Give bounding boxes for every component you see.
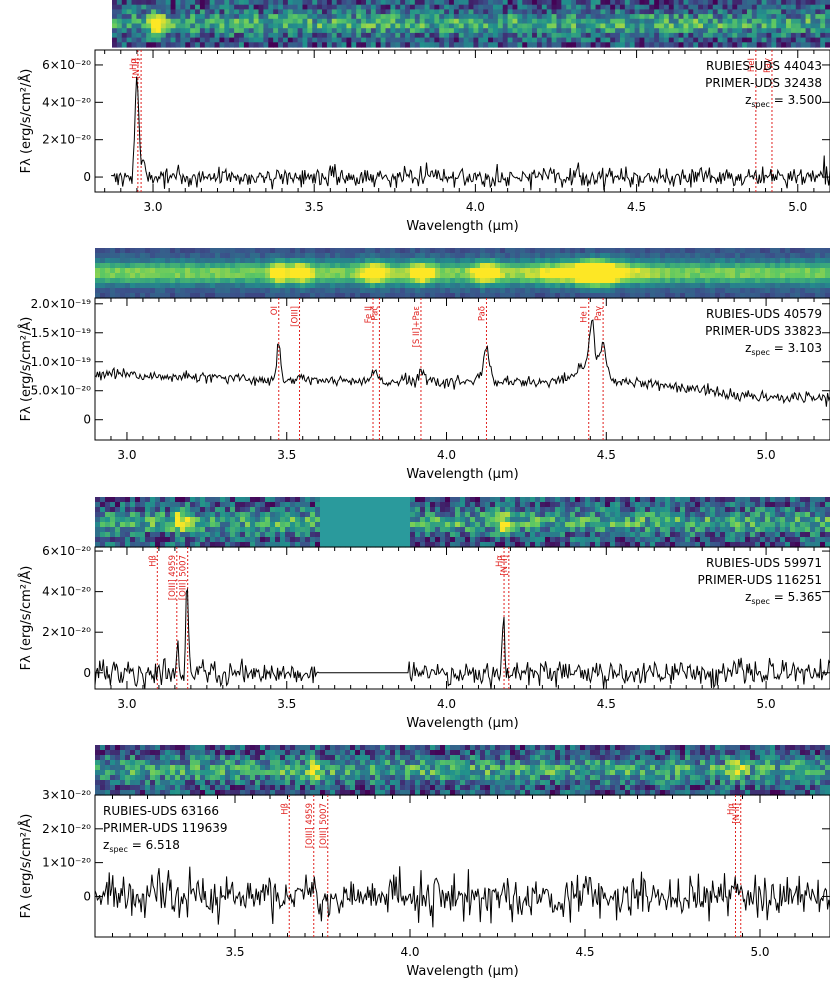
spectrum-2d-image [95,497,830,548]
spectrum-2d-image [112,0,830,48]
y-tick-label: 0 [83,666,91,680]
source-name: PRIMER-UDS 32438 [705,76,822,90]
x-axis-title: Wavelength (μm) [406,716,518,731]
x-tick-label: 5.0 [757,448,776,462]
x-tick-label: 3.0 [117,697,136,711]
x-tick-label: 3.0 [143,200,162,214]
x-tick-label: 5.0 [757,697,776,711]
emission-line-label: Hα [129,58,139,70]
x-tick-label: 4.5 [597,697,616,711]
y-tick-label: 4×10⁻²⁰ [42,95,91,109]
emission-line-label: [N II] [132,58,142,79]
y-axis-title: Fλ (erg/s/cm²/Å) [18,317,34,422]
emission-line-label: [OIII] 5007 [179,555,189,600]
y-tick-label: 3×10⁻²⁰ [42,788,91,802]
spectrum-line [94,319,830,407]
y-tick-label: 2×10⁻²⁰ [42,133,91,147]
spectrum-panel-4: Hβ [OIII] 4959 [OIII] 5007 Hα[N II] 3.5 4.0 4.… [18,745,830,979]
redshift-label: zspec = 6.518 [103,838,180,854]
y-axis-title: Fλ (erg/s/cm²/Å) [18,566,34,671]
x-axis-title: Wavelength (μm) [406,964,518,979]
plot-frame [94,49,830,193]
y-tick-label: 5.0×10⁻²⁰ [31,384,92,398]
redshift-label: zspec = 3.500 [745,93,822,109]
y-tick-label: 4×10⁻²⁰ [42,585,91,599]
spectrum-panel-3: Hβ [OIII] 4959 [OIII] 5007 Hα[N II] 3.0 3.5 4.… [18,497,830,731]
y-tick-label: 0 [83,170,91,184]
y-tick-label: 6×10⁻²⁰ [42,544,91,558]
x-tick-label: 3.5 [305,200,324,214]
spectrum-panel-1: Hα[N II] HeI Paγ 3.0 3.5 4.0 4.5 5.0 0 2×10⁻²⁰ 4×1… [18,0,830,234]
y-tick-label: 1.5×10⁻¹⁹ [31,326,92,340]
x-tick-label: 4.0 [437,448,456,462]
emission-line-label: [N II] [500,555,510,576]
source-name: PRIMER-UDS 119639 [103,821,228,835]
x-tick-label: 4.0 [466,200,485,214]
emission-line-label: Hβ [148,555,158,567]
x-axis-title: Wavelength (μm) [406,467,518,482]
x-tick-label: 3.5 [277,448,296,462]
x-tick-label: 4.0 [400,945,419,959]
emission-line-label: [OIII] 4959 [168,555,178,600]
source-name: PRIMER-UDS 116251 [698,573,823,587]
emission-line-label: Hα [727,803,737,815]
emission-line-label: [N II] [732,803,742,824]
redshift-label: zspec = 3.103 [745,341,822,357]
emission-line-label: HeI [747,58,757,72]
y-tick-label: 1×10⁻²⁰ [42,856,91,870]
x-tick-label: 4.0 [437,697,456,711]
y-tick-label: 0 [83,413,91,427]
y-tick-label: 2×10⁻²⁰ [42,625,91,639]
x-tick-label: 3.0 [117,448,136,462]
x-axis-title: Wavelength (μm) [406,219,518,234]
emission-line-label: [S II]+Paε [412,306,422,348]
y-tick-label: 2×10⁻²⁰ [42,822,91,836]
source-name: PRIMER-UDS 33823 [705,324,822,338]
emission-line-label: Hβ [280,803,290,815]
x-tick-label: 5.0 [750,945,769,959]
x-tick-label: 3.5 [225,945,244,959]
spectrum-2d-image [95,248,830,299]
spectrum-line [94,866,830,928]
spectrum-line [94,587,830,690]
source-name: RUBIES-UDS 59971 [706,556,822,570]
source-name: RUBIES-UDS 44043 [706,59,822,73]
y-tick-label: 2.0×10⁻¹⁹ [31,297,92,311]
emission-line-label: Paδ [477,306,487,321]
spectrum-line [111,76,830,191]
emission-line-label: [OIII] [291,306,301,327]
emission-line-label: He I [580,306,590,323]
emission-line-label: [OIII] 5007 [319,803,329,848]
x-tick-label: 5.0 [788,200,807,214]
x-tick-label: 3.5 [277,697,296,711]
y-axis-title: Fλ (erg/s/cm²/Å) [18,69,34,174]
y-tick-label: 1.0×10⁻¹⁹ [31,355,92,369]
emission-line-label: Fe II [364,306,374,323]
x-tick-label: 4.5 [597,448,616,462]
emission-line-label: Paγ [594,306,604,321]
x-tick-label: 4.5 [627,200,646,214]
emission-line-label: Hα [495,555,505,567]
y-tick-label: 0 [83,889,91,903]
emission-line-label: Paγ [763,58,773,73]
y-tick-label: 6×10⁻²⁰ [42,58,91,72]
emission-line-label: Paζ [370,306,380,321]
spectrum-2d-image [95,745,830,796]
emission-line-label: [OIII] 4959 [305,803,315,848]
source-name: RUBIES-UDS 40579 [706,307,822,321]
x-tick-label: 4.5 [575,945,594,959]
redshift-label: zspec = 5.365 [745,590,822,606]
y-axis-title: Fλ (erg/s/cm²/Å) [18,814,34,919]
source-name: RUBIES-UDS 63166 [103,804,219,818]
emission-line-label: OI [270,306,280,315]
